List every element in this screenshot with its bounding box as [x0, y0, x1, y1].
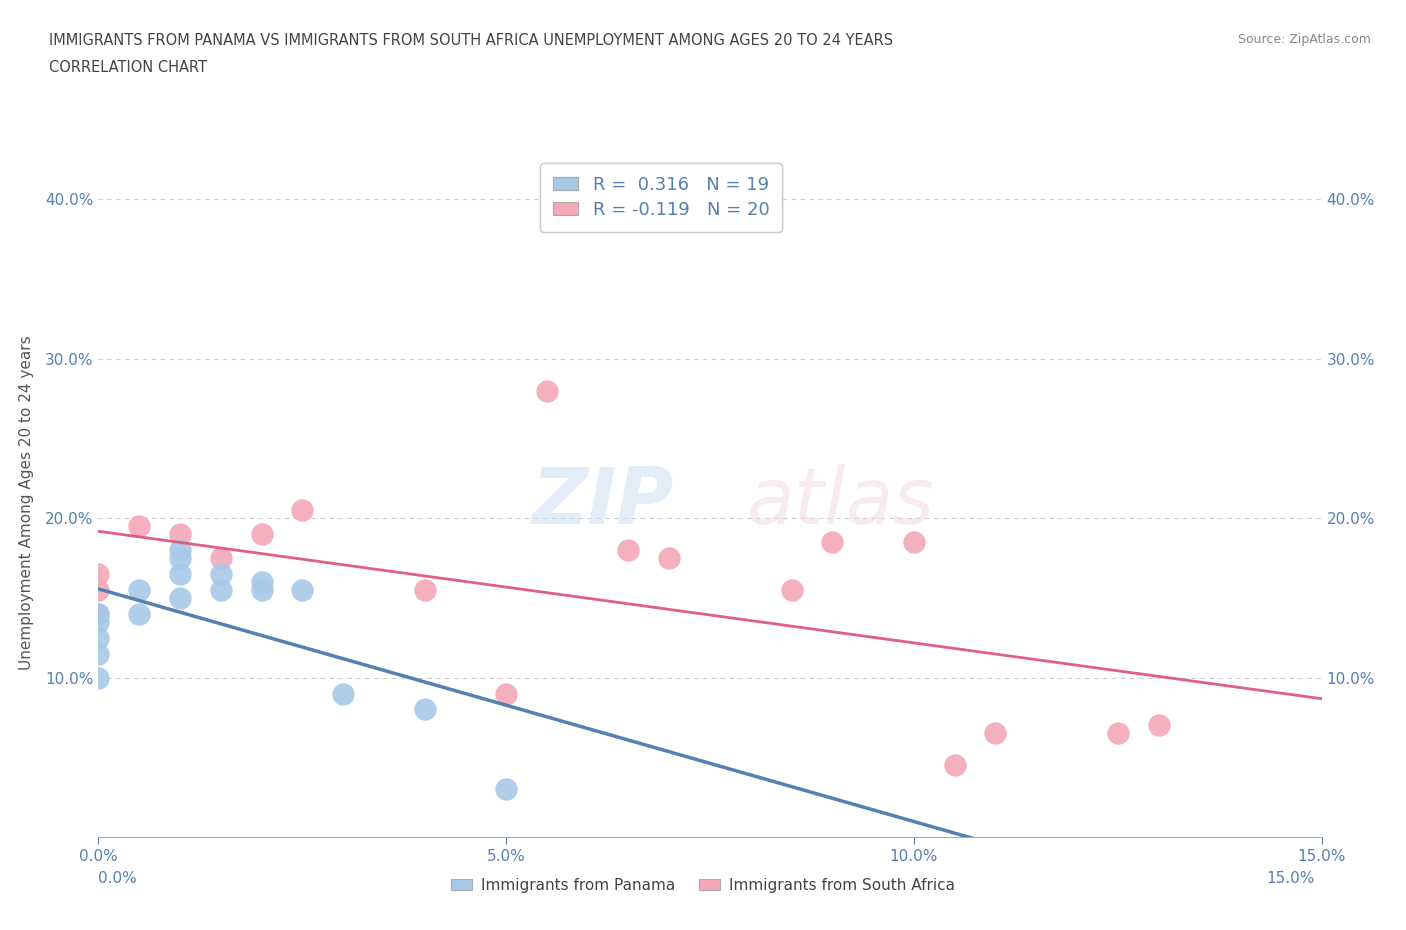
- Point: [617, 542, 640, 557]
- Point: [413, 702, 436, 717]
- Point: [87, 615, 110, 630]
- Text: atlas: atlas: [747, 464, 935, 540]
- Point: [87, 566, 110, 581]
- Point: [169, 566, 191, 581]
- Point: [87, 646, 110, 661]
- Point: [943, 758, 966, 773]
- Legend: R =  0.316   N = 19, R = -0.119   N = 20: R = 0.316 N = 19, R = -0.119 N = 20: [540, 163, 782, 232]
- Point: [169, 551, 191, 565]
- Point: [250, 526, 273, 541]
- Text: IMMIGRANTS FROM PANAMA VS IMMIGRANTS FROM SOUTH AFRICA UNEMPLOYMENT AMONG AGES 2: IMMIGRANTS FROM PANAMA VS IMMIGRANTS FRO…: [49, 33, 893, 47]
- Point: [128, 606, 150, 621]
- Point: [87, 671, 110, 685]
- Point: [87, 606, 110, 621]
- Point: [169, 526, 191, 541]
- Text: ZIP: ZIP: [531, 464, 673, 540]
- Point: [495, 782, 517, 797]
- Point: [87, 606, 110, 621]
- Point: [495, 686, 517, 701]
- Point: [332, 686, 354, 701]
- Point: [1107, 726, 1129, 741]
- Point: [128, 519, 150, 534]
- Point: [128, 582, 150, 597]
- Point: [413, 582, 436, 597]
- Point: [291, 503, 314, 518]
- Point: [169, 542, 191, 557]
- Point: [87, 582, 110, 597]
- Text: Source: ZipAtlas.com: Source: ZipAtlas.com: [1237, 33, 1371, 46]
- Point: [250, 582, 273, 597]
- Point: [780, 582, 803, 597]
- Point: [291, 582, 314, 597]
- Point: [209, 582, 232, 597]
- Text: 0.0%: 0.0%: [98, 871, 138, 886]
- Point: [984, 726, 1007, 741]
- Point: [250, 575, 273, 590]
- Point: [821, 535, 844, 550]
- Point: [169, 591, 191, 605]
- Point: [1147, 718, 1170, 733]
- Point: [536, 383, 558, 398]
- Y-axis label: Unemployment Among Ages 20 to 24 years: Unemployment Among Ages 20 to 24 years: [18, 335, 34, 670]
- Point: [903, 535, 925, 550]
- Point: [209, 551, 232, 565]
- Text: CORRELATION CHART: CORRELATION CHART: [49, 60, 207, 75]
- Legend: Immigrants from Panama, Immigrants from South Africa: Immigrants from Panama, Immigrants from …: [444, 872, 962, 899]
- Point: [658, 551, 681, 565]
- Point: [209, 566, 232, 581]
- Text: 15.0%: 15.0%: [1267, 871, 1315, 886]
- Point: [87, 631, 110, 645]
